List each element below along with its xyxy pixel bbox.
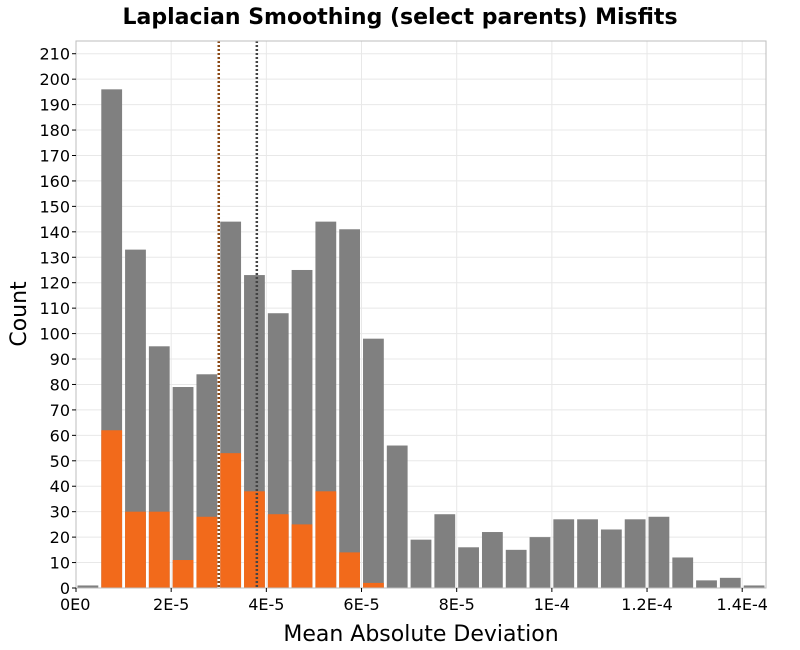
y-tick-label: 20 bbox=[50, 528, 70, 547]
bar-highlight bbox=[315, 491, 337, 588]
y-tick-label: 80 bbox=[50, 375, 70, 394]
y-tick-label: 190 bbox=[39, 96, 70, 115]
y-tick-label: 170 bbox=[39, 146, 70, 165]
bar-total bbox=[624, 519, 646, 588]
bar-total bbox=[743, 585, 765, 588]
y-tick-label: 30 bbox=[50, 503, 70, 522]
plot-frame bbox=[75, 40, 767, 589]
bar-total bbox=[672, 557, 694, 588]
x-axis-ticks: 0E0 2E-5 4E-5 6E-5 8E-5 1E-4 1.2E-4 1.4E-4 bbox=[60, 588, 768, 614]
y-tick-label: 160 bbox=[39, 172, 70, 191]
bar-total bbox=[77, 585, 99, 588]
y-tick-label: 180 bbox=[39, 121, 70, 140]
x-tick-label: 0E0 bbox=[60, 595, 90, 614]
bar-total bbox=[410, 539, 432, 588]
y-tick-label: 10 bbox=[50, 554, 70, 573]
y-axis-ticks: 0 10 20 30 40 50 60 70 80 90 100 110 120 130 140 150 160… bbox=[39, 45, 76, 598]
bar-total bbox=[529, 537, 551, 588]
bar-highlight bbox=[267, 514, 289, 588]
y-tick-label: 110 bbox=[39, 299, 70, 318]
x-tick-label: 6E-5 bbox=[343, 595, 379, 614]
y-tick-label: 90 bbox=[50, 350, 70, 369]
y-axis-title: Count bbox=[7, 281, 32, 347]
reference-lines bbox=[217, 41, 259, 588]
bar-highlight bbox=[244, 491, 265, 588]
bar-total bbox=[577, 519, 598, 588]
y-tick-label: 0 bbox=[60, 579, 70, 598]
y-tick-label: 130 bbox=[39, 248, 70, 267]
bar-total bbox=[458, 547, 479, 588]
bar-highlight bbox=[363, 582, 384, 588]
x-axis-title: Mean Absolute Deviation bbox=[283, 622, 558, 647]
bar-total bbox=[125, 249, 146, 588]
bar-highlight bbox=[101, 430, 123, 588]
y-tick-label: 50 bbox=[50, 452, 70, 471]
bar-total bbox=[481, 532, 503, 588]
bar-total bbox=[363, 338, 384, 588]
bar-total bbox=[600, 529, 622, 588]
bar-highlight bbox=[172, 560, 194, 588]
bar-total bbox=[505, 549, 527, 588]
bar-highlight bbox=[220, 453, 242, 588]
bar-highlight bbox=[291, 524, 313, 588]
bar-highlight bbox=[196, 516, 218, 588]
x-tick-label: 2E-5 bbox=[153, 595, 189, 614]
bar-total bbox=[719, 577, 741, 588]
y-tick-label: 70 bbox=[50, 401, 70, 420]
x-tick-label: 1E-4 bbox=[534, 595, 570, 614]
bar-highlight bbox=[148, 511, 170, 588]
x-tick-label: 4E-5 bbox=[248, 595, 284, 614]
bar-total bbox=[434, 514, 456, 588]
bar-total bbox=[648, 516, 670, 588]
bar-total bbox=[291, 269, 313, 588]
bar-highlight bbox=[125, 511, 146, 588]
y-tick-label: 60 bbox=[50, 426, 70, 445]
x-tick-label: 1.2E-4 bbox=[621, 595, 673, 614]
chart-title: Laplacian Smoothing (select parents) Mis… bbox=[122, 5, 677, 30]
y-tick-label: 120 bbox=[39, 274, 70, 293]
x-tick-label: 8E-5 bbox=[439, 595, 475, 614]
y-tick-label: 210 bbox=[39, 45, 70, 64]
bar-highlight bbox=[339, 552, 361, 588]
bar-total bbox=[696, 580, 717, 588]
bars bbox=[77, 89, 765, 588]
y-tick-label: 140 bbox=[39, 223, 70, 242]
y-tick-label: 200 bbox=[39, 70, 70, 89]
y-tick-label: 150 bbox=[39, 197, 70, 216]
y-tick-label: 100 bbox=[39, 325, 70, 344]
bar-total bbox=[386, 445, 408, 588]
bar-total bbox=[172, 387, 194, 588]
y-tick-label: 40 bbox=[50, 477, 70, 496]
bar-total bbox=[553, 519, 575, 588]
x-tick-label: 1.4E-4 bbox=[716, 595, 768, 614]
bar-total bbox=[339, 229, 361, 588]
